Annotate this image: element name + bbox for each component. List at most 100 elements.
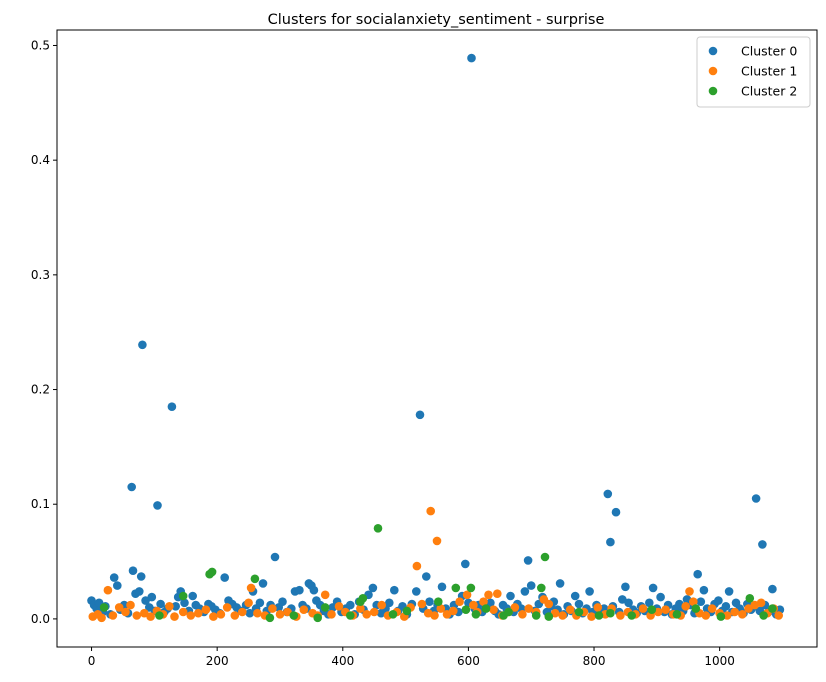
data-point [603,489,613,499]
data-point [506,591,515,601]
data-point [707,604,717,613]
data-point [230,611,240,620]
y-tick-label: 0.4 [31,153,50,167]
data-point [451,583,461,593]
data-point [377,600,387,610]
data-point [442,610,452,619]
data-point [97,613,106,623]
legend-marker [708,86,718,96]
data-point [402,606,412,616]
data-point [167,402,177,412]
data-point [466,583,476,593]
data-point [544,612,554,621]
data-point [738,610,747,619]
data-point [661,605,670,614]
data-point [648,583,658,593]
data-point [369,607,379,617]
data-point [768,584,777,594]
data-point [128,566,138,575]
data-point [207,567,217,577]
data-point [132,611,142,620]
data-point [216,610,226,619]
data-point [587,612,596,621]
data-point [510,603,520,612]
y-tick-label: 0.2 [31,383,50,397]
data-point [523,556,533,565]
data-point [756,598,766,608]
data-point [455,597,464,606]
data-point [108,611,118,620]
data-point [430,611,439,620]
data-point [126,600,135,610]
legend-label: Cluster 0 [741,44,797,59]
data-point [461,559,470,569]
data-point [114,603,124,612]
legend-label: Cluster 2 [741,84,797,99]
data-point [313,613,323,623]
data-point [721,602,731,611]
data-point [255,598,265,608]
data-point [565,605,575,614]
data-point [121,607,130,617]
data-point [520,587,530,596]
data-point [467,53,476,63]
data-point [299,605,309,614]
data-point [745,594,755,603]
data-point [701,611,711,620]
data-point [593,603,603,612]
data-point [422,572,431,581]
y-tick-label: 0.5 [31,38,50,52]
data-point [618,595,627,604]
data-point [412,561,422,571]
data-point [693,569,702,579]
data-point [759,611,768,620]
data-point [320,590,330,600]
data-point [479,597,488,606]
data-point [555,579,565,588]
data-point [449,606,458,616]
data-point [178,591,188,601]
data-point [373,524,383,533]
data-point [484,590,493,600]
data-point [672,610,682,619]
y-axis: 0.0 0.1 0.2 0.3 0.4 0.5 [31,38,57,626]
data-point [504,607,513,617]
data-point [518,610,527,619]
data-point [334,602,344,611]
data-point [774,611,783,620]
data-point [624,598,633,608]
data-point [627,611,636,620]
data-point [201,605,211,614]
data-point [432,536,442,546]
data-point [526,581,536,590]
data-point [558,611,567,620]
data-point [155,611,164,620]
data-point [275,610,285,619]
legend-marker [708,66,718,76]
data-point [320,603,330,612]
data-point [265,613,275,623]
data-point [245,608,255,618]
data-point [165,602,174,611]
data-point [253,608,262,618]
data-point [681,602,690,611]
data-point [537,583,546,593]
data-point [417,599,427,609]
data-point [156,599,165,609]
data-point [730,607,739,617]
series-cluster-2 [99,524,777,623]
x-tick-label: 800 [583,654,606,668]
data-point [621,582,630,592]
data-point [689,597,698,606]
data-point [696,597,706,606]
x-tick-label: 1000 [704,654,735,668]
data-point [471,610,481,619]
data-point [136,572,146,581]
data-point [685,587,694,596]
x-tick-label: 0 [88,654,96,668]
data-point [289,611,299,620]
data-point [574,607,584,617]
data-point [594,611,604,620]
data-point [220,573,229,582]
